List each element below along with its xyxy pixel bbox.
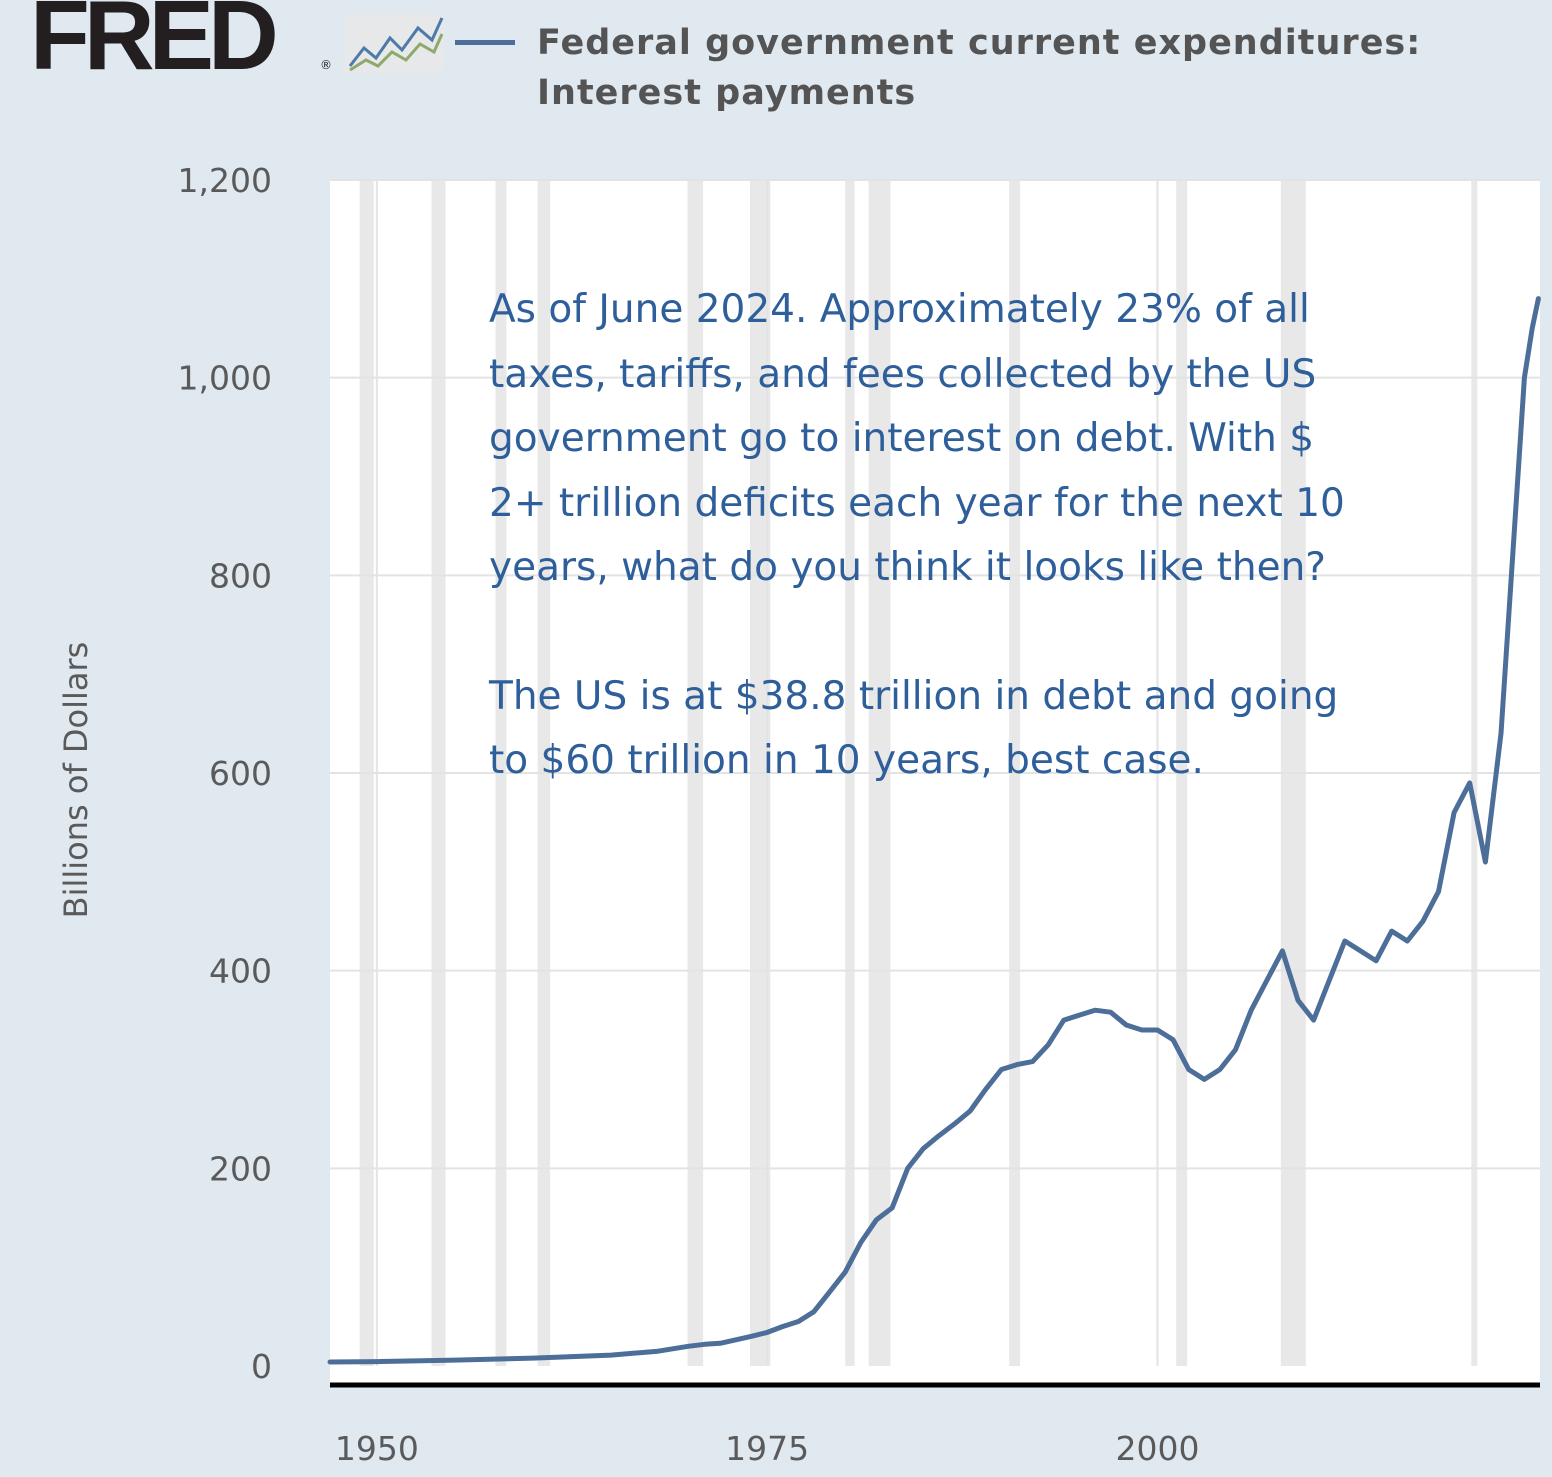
fred-wordmark: FRED	[30, 0, 279, 90]
x-tick-label: 1975	[725, 1429, 809, 1468]
y-tick-label: 0	[251, 1347, 272, 1386]
y-tick-label: 600	[209, 754, 272, 793]
y-tick-label: 400	[209, 952, 272, 991]
series-line	[327, 296, 1541, 1365]
y-tick-label: 1,000	[178, 359, 272, 398]
annotation-paragraph-2: The US is at $38.8 trillion in debt and …	[489, 673, 1339, 784]
trend-lines-icon	[344, 14, 444, 74]
x-tick-label: 1950	[335, 1429, 419, 1468]
x-tick-label: 2000	[1115, 1429, 1199, 1468]
annotation-text: As of June 2024. Approximately 23% of al…	[489, 278, 1369, 794]
annotation-paragraph-1: As of June 2024. Approximately 23% of al…	[489, 287, 1345, 590]
y-tick-label: 800	[209, 556, 272, 595]
registered-mark: ®	[320, 58, 332, 72]
y-tick-label: 200	[209, 1149, 272, 1188]
legend-swatch	[455, 40, 515, 45]
y-tick-label: 1,200	[178, 161, 272, 200]
legend-label: Federal government current expenditures:…	[537, 23, 1422, 113]
plot-area	[330, 180, 1540, 1385]
